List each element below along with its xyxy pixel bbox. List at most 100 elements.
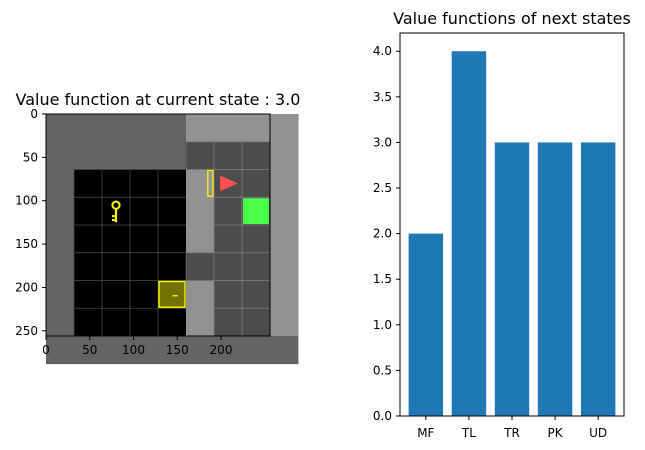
wall-cell [242, 336, 271, 365]
floor-cell [73, 280, 103, 310]
env-image [46, 114, 299, 365]
floor-cell [73, 307, 103, 337]
floor-cell [129, 307, 159, 337]
bar-tl [451, 51, 487, 416]
bar-y-tick-label: 3.5 [373, 90, 392, 104]
wall-cell [46, 197, 75, 226]
wall-cell [270, 308, 299, 337]
bar-y-tick-label: 0.0 [373, 409, 392, 423]
env-x-tick-label: 200 [210, 343, 233, 357]
wall-cell [186, 336, 215, 365]
env-image-title: Value function at current state : 3.0 [16, 90, 301, 109]
env-y-tick-label: 100 [15, 194, 38, 208]
floor-cell [101, 224, 131, 254]
bar-ud [580, 142, 616, 416]
floor-cell [185, 141, 215, 171]
wall-cell [74, 114, 103, 143]
floor-cell [157, 169, 187, 199]
env-panel: Value function at current state : 3.0 0 5… [15, 90, 301, 365]
wall-cell [130, 141, 159, 170]
floor-cell [157, 224, 187, 254]
wall-cell [186, 169, 215, 198]
env-y-axis: 0 50 100 150 200 250 [15, 107, 46, 338]
floor-cell [73, 252, 103, 282]
open-door [207, 169, 214, 197]
wall-cell [130, 336, 159, 365]
wall-cell [46, 280, 75, 309]
locked-door [158, 280, 186, 308]
floor-cell [73, 169, 103, 199]
floor-cell [73, 224, 103, 254]
wall-cell [46, 141, 75, 170]
floor-cell [129, 280, 159, 310]
env-x-tick-label: 50 [82, 343, 97, 357]
bar-x-tick-label: TL [461, 426, 476, 440]
floor-cell [157, 252, 187, 282]
floor-cell [129, 252, 159, 282]
wall-cell [158, 114, 187, 143]
bar-x-tick-label: TR [503, 426, 520, 440]
floor-cell [157, 196, 187, 226]
env-x-tick-label: 0 [42, 343, 50, 357]
env-x-tick-label: 150 [166, 343, 189, 357]
wall-cell [158, 336, 187, 365]
env-image-frame [45, 113, 271, 337]
floor-cell [101, 169, 131, 199]
env-y-tick-label: 150 [15, 237, 38, 251]
floor-cell [129, 196, 159, 226]
bar-chart-title: Value functions of next states [393, 9, 631, 28]
wall-cell [270, 336, 299, 365]
wall-cell [270, 280, 299, 309]
env-y-tick-label: 200 [15, 280, 38, 294]
bar-x-tick-label: PK [548, 426, 564, 440]
env-x-axis: 0 50 100 150 200 [42, 336, 232, 357]
wall-cell [102, 141, 131, 170]
wall-cell [186, 225, 215, 254]
bar-y-tick-label: 1.0 [373, 318, 392, 332]
wall-cell [186, 308, 215, 337]
wall-cell [242, 114, 271, 143]
wall-cell [270, 225, 299, 254]
wall-cell [186, 197, 215, 226]
floor-cell [101, 307, 131, 337]
wall-cell [102, 114, 131, 143]
wall-cell [270, 141, 299, 170]
wall-cell [214, 114, 243, 143]
floor-cell [185, 252, 215, 282]
bar-tr [494, 142, 530, 416]
env-y-tick-label: 250 [15, 324, 38, 338]
wall-cell [74, 336, 103, 365]
bar-y-axis: 0.0 0.5 1.0 1.5 2.0 2.5 3.0 3.5 4.0 [373, 44, 400, 423]
bar-x-axis: MF TL TR PK UD [417, 416, 607, 440]
wall-cell [46, 308, 75, 337]
bar-mf [408, 233, 444, 416]
bar-y-tick-label: 2.0 [373, 227, 392, 241]
bar-y-tick-label: 4.0 [373, 44, 392, 58]
wall-cell [74, 141, 103, 170]
wall-cell [186, 280, 215, 309]
wall-cell [46, 169, 75, 198]
goal-square [243, 198, 269, 224]
floor-cell [157, 307, 187, 337]
wall-cell [270, 197, 299, 226]
floor-cell [213, 141, 243, 171]
floor-cell [73, 196, 103, 226]
wall-cell [186, 114, 215, 143]
floor-cell [213, 307, 243, 337]
floor-cell [241, 307, 271, 337]
floor-cell [241, 252, 271, 282]
env-x-tick-label: 100 [122, 343, 145, 357]
agent-view-highlight [186, 114, 298, 336]
floor-cell [129, 169, 159, 199]
key-icon [111, 200, 121, 223]
wall-cell [270, 169, 299, 198]
wall-cell [46, 225, 75, 254]
bar-pk [537, 142, 573, 416]
bar-panel: Value functions of next states 0.0 0.5 1.0… [373, 9, 631, 440]
bar-series [408, 51, 616, 416]
wall-cell [130, 114, 159, 143]
floor-cell [101, 280, 131, 310]
wall-cell [270, 252, 299, 281]
bar-y-tick-label: 2.5 [373, 181, 392, 195]
